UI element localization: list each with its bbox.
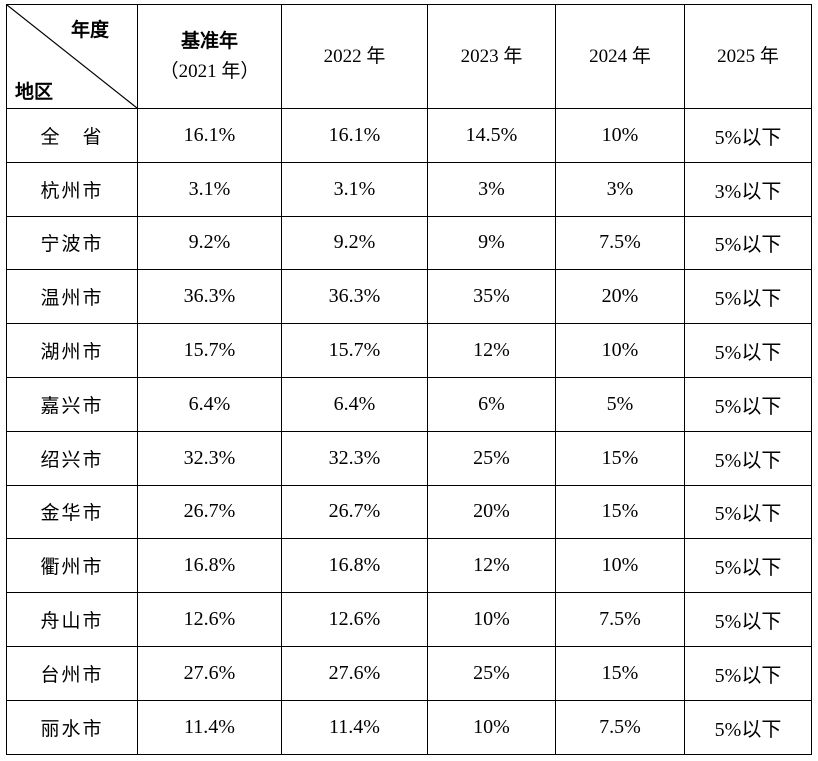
column-header-2025: 2025 年 <box>684 4 812 109</box>
value-cell: 9.2% <box>281 215 428 271</box>
table-row: 杭州市 3.1% 3.1% 3% 3% 3%以下 <box>6 161 812 217</box>
region-cell: 宁波市 <box>6 215 138 271</box>
value-cell: 9% <box>427 215 556 271</box>
region-cell: 温州市 <box>6 269 138 325</box>
table-row: 全 省 16.1% 16.1% 14.5% 10% 5%以下 <box>6 108 812 163</box>
region-cell: 嘉兴市 <box>6 376 138 432</box>
value-cell: 14.5% <box>427 108 556 163</box>
value-cell: 25% <box>427 430 556 486</box>
table-row: 丽水市 11.4% 11.4% 10% 7.5% 5%以下 <box>6 699 812 755</box>
value-cell: 20% <box>427 484 556 540</box>
column-header-base-year: 基准年 （2021 年） <box>137 4 282 109</box>
value-cell: 32.3% <box>137 430 282 486</box>
value-cell: 5%以下 <box>684 430 812 486</box>
value-cell: 26.7% <box>281 484 428 540</box>
target-table: 年度 地区 基准年 （2021 年） 2022 年 2023 年 2024 年 <box>6 4 812 755</box>
table-row: 温州市 36.3% 36.3% 35% 20% 5%以下 <box>6 269 812 325</box>
value-cell: 36.3% <box>281 269 428 325</box>
region-cell: 舟山市 <box>6 592 138 647</box>
value-cell: 10% <box>427 699 556 755</box>
value-cell: 3.1% <box>137 161 282 217</box>
value-cell: 16.8% <box>281 538 428 594</box>
value-cell: 6% <box>427 376 556 432</box>
table-row: 嘉兴市 6.4% 6.4% 6% 5% 5%以下 <box>6 376 812 432</box>
value-cell: 27.6% <box>281 645 428 701</box>
value-cell: 10% <box>555 108 685 163</box>
region-cell: 全 省 <box>6 108 138 163</box>
value-cell: 12% <box>427 538 556 594</box>
value-cell: 10% <box>555 538 685 594</box>
value-cell: 10% <box>427 592 556 647</box>
column-header-line1: 基准年 <box>180 30 238 53</box>
column-header-2023: 2023 年 <box>427 4 556 109</box>
table-row: 舟山市 12.6% 12.6% 10% 7.5% 5%以下 <box>6 592 812 647</box>
diagonal-divider <box>7 5 137 108</box>
year-axis-label: 年度 <box>70 19 109 41</box>
value-cell: 5%以下 <box>684 215 812 271</box>
region-cell: 台州市 <box>6 645 138 701</box>
value-cell: 6.4% <box>137 376 282 432</box>
value-cell: 16.1% <box>137 108 282 163</box>
table-row: 台州市 27.6% 27.6% 25% 15% 5%以下 <box>6 645 812 701</box>
value-cell: 5%以下 <box>684 108 812 163</box>
value-cell: 5%以下 <box>684 538 812 594</box>
region-cell: 湖州市 <box>6 323 138 378</box>
value-cell: 11.4% <box>281 699 428 755</box>
value-cell: 5%以下 <box>684 484 812 540</box>
value-cell: 15% <box>555 484 685 540</box>
value-cell: 12.6% <box>137 592 282 647</box>
value-cell: 12% <box>427 323 556 378</box>
value-cell: 16.1% <box>281 108 428 163</box>
value-cell: 15% <box>555 430 685 486</box>
value-cell: 9.2% <box>137 215 282 271</box>
region-cell: 杭州市 <box>6 161 138 217</box>
value-cell: 5%以下 <box>684 269 812 325</box>
value-cell: 15% <box>555 645 685 701</box>
value-cell: 3%以下 <box>684 161 812 217</box>
value-cell: 6.4% <box>281 376 428 432</box>
table-body: 全 省 16.1% 16.1% 14.5% 10% 5%以下 杭州市 3.1% 3.1% 3% 3%… <box>6 108 812 755</box>
value-cell: 3% <box>555 161 685 217</box>
value-cell: 27.6% <box>137 645 282 701</box>
value-cell: 11.4% <box>137 699 282 755</box>
header-row: 年度 地区 基准年 （2021 年） 2022 年 2023 年 2024 年 <box>6 4 812 109</box>
value-cell: 35% <box>427 269 556 325</box>
value-cell: 15.7% <box>137 323 282 378</box>
value-cell: 36.3% <box>137 269 282 325</box>
value-cell: 25% <box>427 645 556 701</box>
table-row: 衢州市 16.8% 16.8% 12% 10% 5%以下 <box>6 538 812 594</box>
value-cell: 7.5% <box>555 592 685 647</box>
value-cell: 5%以下 <box>684 592 812 647</box>
region-cell: 衢州市 <box>6 538 138 594</box>
value-cell: 20% <box>555 269 685 325</box>
value-cell: 16.8% <box>137 538 282 594</box>
value-cell: 3% <box>427 161 556 217</box>
value-cell: 5%以下 <box>684 645 812 701</box>
table-row: 绍兴市 32.3% 32.3% 25% 15% 5%以下 <box>6 430 812 486</box>
region-cell: 金华市 <box>6 484 138 540</box>
value-cell: 5% <box>555 376 685 432</box>
value-cell: 5%以下 <box>684 376 812 432</box>
table-row: 金华市 26.7% 26.7% 20% 15% 5%以下 <box>6 484 812 540</box>
column-header-line2: （2021 年） <box>159 60 260 82</box>
value-cell: 5%以下 <box>684 323 812 378</box>
value-cell: 5%以下 <box>684 699 812 755</box>
value-cell: 10% <box>555 323 685 378</box>
value-cell: 12.6% <box>281 592 428 647</box>
region-axis-label: 地区 <box>15 81 54 103</box>
table-row: 宁波市 9.2% 9.2% 9% 7.5% 5%以下 <box>6 215 812 271</box>
value-cell: 26.7% <box>137 484 282 540</box>
region-cell: 绍兴市 <box>6 430 138 486</box>
value-cell: 7.5% <box>555 699 685 755</box>
value-cell: 7.5% <box>555 215 685 271</box>
value-cell: 3.1% <box>281 161 428 217</box>
value-cell: 32.3% <box>281 430 428 486</box>
column-header-2024: 2024 年 <box>555 4 685 109</box>
column-header-2022: 2022 年 <box>281 4 428 109</box>
table-row: 湖州市 15.7% 15.7% 12% 10% 5%以下 <box>6 323 812 378</box>
region-cell: 丽水市 <box>6 699 138 755</box>
corner-header-cell: 年度 地区 <box>6 4 138 109</box>
value-cell: 15.7% <box>281 323 428 378</box>
